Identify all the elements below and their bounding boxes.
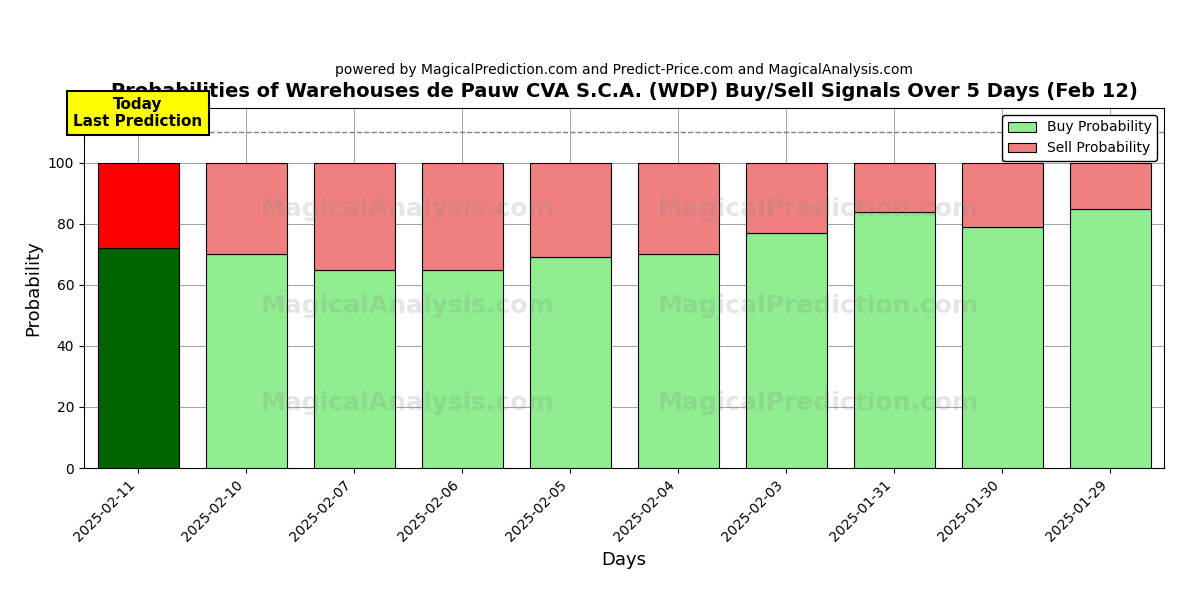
Text: MagicalAnalysis.com: MagicalAnalysis.com — [262, 197, 554, 221]
Bar — [1069, 163, 1151, 209]
Bar — [745, 163, 827, 233]
Text: MagicalPrediction.com: MagicalPrediction.com — [658, 391, 979, 415]
X-axis label: Days: Days — [601, 551, 647, 569]
Bar — [205, 254, 287, 468]
Text: MagicalPrediction.com: MagicalPrediction.com — [658, 294, 979, 318]
Bar — [1069, 209, 1151, 468]
Bar — [421, 269, 503, 468]
Text: Today
Last Prediction: Today Last Prediction — [73, 97, 203, 130]
Bar — [97, 163, 179, 248]
Bar — [205, 163, 287, 254]
Text: MagicalAnalysis.com: MagicalAnalysis.com — [262, 294, 554, 318]
Bar — [529, 163, 611, 257]
Bar — [961, 227, 1043, 468]
Legend: Buy Probability, Sell Probability: Buy Probability, Sell Probability — [1002, 115, 1157, 161]
Bar — [637, 254, 719, 468]
Bar — [97, 248, 179, 468]
Title: Probabilities of Warehouses de Pauw CVA S.C.A. (WDP) Buy/Sell Signals Over 5 Day: Probabilities of Warehouses de Pauw CVA … — [110, 82, 1138, 101]
Bar — [853, 163, 935, 212]
Y-axis label: Probability: Probability — [24, 240, 42, 336]
Bar — [961, 163, 1043, 227]
Bar — [853, 212, 935, 468]
Bar — [313, 269, 395, 468]
Text: powered by MagicalPrediction.com and Predict-Price.com and MagicalAnalysis.com: powered by MagicalPrediction.com and Pre… — [335, 63, 913, 77]
Bar — [745, 233, 827, 468]
Text: MagicalPrediction.com: MagicalPrediction.com — [658, 197, 979, 221]
Bar — [313, 163, 395, 269]
Bar — [637, 163, 719, 254]
Text: MagicalAnalysis.com: MagicalAnalysis.com — [262, 391, 554, 415]
Bar — [421, 163, 503, 269]
Bar — [529, 257, 611, 468]
